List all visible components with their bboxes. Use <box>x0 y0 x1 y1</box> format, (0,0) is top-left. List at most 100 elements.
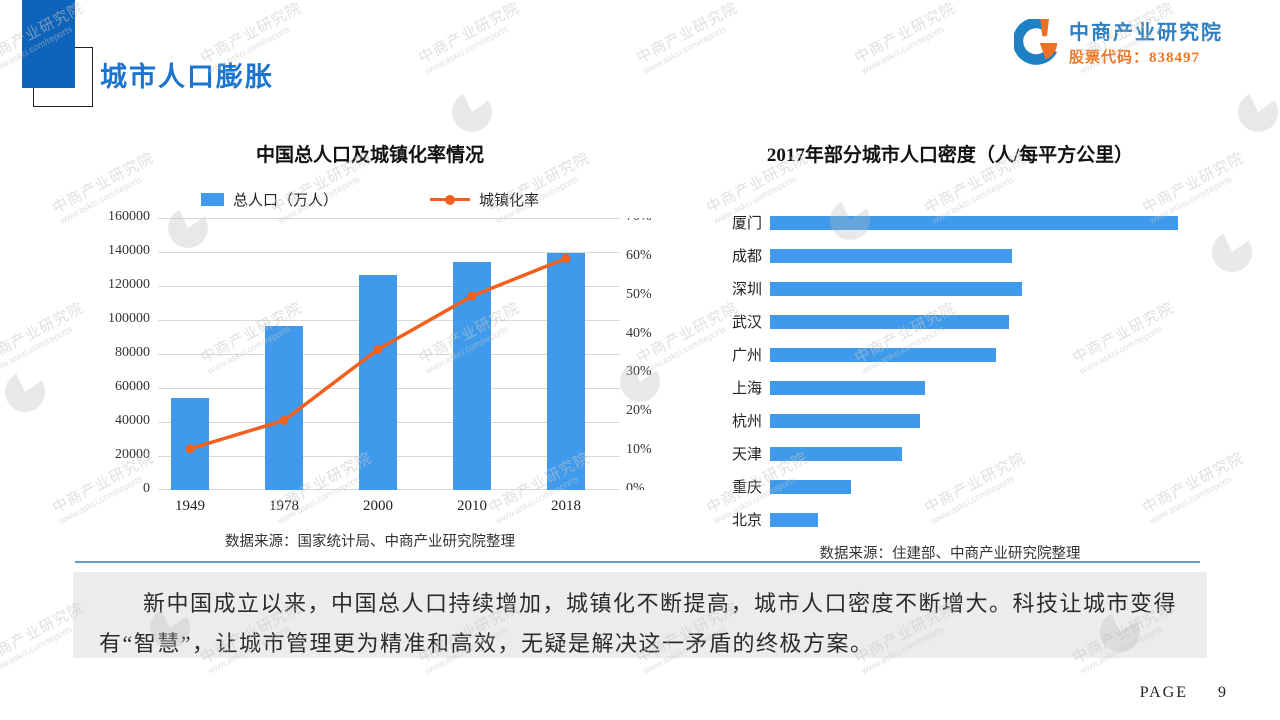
line-point <box>185 444 195 454</box>
x-axis-label: 2010 <box>457 498 487 514</box>
combo-plot: 1949 1978 2000 2010 2018 <box>158 218 620 514</box>
density-city-label: 上海 <box>731 381 762 397</box>
combo-chart-title: 中国总人口及城镇化率情况 <box>255 145 484 166</box>
x-axis-label: 1949 <box>175 498 205 514</box>
density-bar-track <box>770 347 1200 362</box>
left-axis-tick: 80000 <box>115 345 150 360</box>
density-bar-track <box>770 314 1200 329</box>
density-row: 天津 <box>700 437 1200 470</box>
summary-note: 新中国成立以来，中国总人口持续增加，城镇化不断提高，城市人口密度不断增大。科技让… <box>73 572 1207 658</box>
left-axis-tick: 40000 <box>115 413 150 428</box>
logo-pie-icon <box>1014 18 1058 65</box>
density-bar <box>770 446 902 461</box>
combo-plot-area: 0 20000 40000 60000 80000 100000 120000 140000 1… <box>70 209 653 514</box>
density-bar <box>770 413 920 428</box>
density-bar <box>770 347 996 362</box>
watermark-pie-icon <box>1238 92 1278 132</box>
density-bar-track <box>770 413 1200 428</box>
watermark-text: 中商产业研究院 www.askci.com/reports <box>416 0 527 76</box>
density-chart-title: 2017年部分城市人口密度（人/每平方公里） <box>766 145 1134 166</box>
line-point <box>279 415 289 425</box>
density-bar-track <box>770 512 1200 527</box>
density-city-label: 成都 <box>731 249 762 265</box>
left-axis-labels: 0 20000 40000 60000 80000 100000 120000 140000 1… <box>70 209 158 496</box>
watermark-pie-icon <box>452 92 492 132</box>
right-axis-tick: 10% <box>626 442 652 458</box>
logo-stock-code: 股票代码：838497 <box>1069 50 1201 66</box>
combo-source: 数据来源：国家统计局、中商产业研究院整理 <box>225 534 515 550</box>
density-bar-track <box>770 215 1200 230</box>
legend-label-urbanization: 城镇化率 <box>479 193 540 209</box>
density-row: 厦门 <box>700 206 1200 239</box>
page-title: 城市人口膨胀 <box>100 62 274 92</box>
density-row: 上海 <box>700 371 1200 404</box>
gridline <box>158 218 620 219</box>
population-bar <box>265 326 303 490</box>
watermark-line1: 中商产业研究院 <box>852 0 959 67</box>
population-bar <box>359 275 397 490</box>
bar-swatch-icon <box>200 193 224 206</box>
density-row: 北京 <box>700 503 1200 536</box>
watermark-text: 中商产业研究院 www.askci.com/reports <box>634 0 745 76</box>
gridline <box>158 252 620 253</box>
left-axis-tick: 160000 <box>108 209 150 224</box>
density-bar <box>770 512 818 527</box>
right-axis-tick: 50% <box>626 286 652 302</box>
watermark-line2: www.askci.com/reports <box>641 23 728 76</box>
density-bar <box>770 479 851 494</box>
left-axis-tick: 100000 <box>108 311 150 326</box>
x-axis-label: 1978 <box>269 498 299 514</box>
density-city-label: 北京 <box>731 513 762 529</box>
divider-line <box>75 561 1200 563</box>
density-source: 数据来源：住建部、中商产业研究院整理 <box>819 546 1081 562</box>
density-bar <box>770 314 1009 329</box>
page-label: PAGE <box>1139 684 1188 701</box>
density-row: 武汉 <box>700 305 1200 338</box>
combo-legend: 总人口（万人） 城镇化率 <box>70 189 670 210</box>
density-bar-track <box>770 281 1200 296</box>
density-bar-track <box>770 248 1200 263</box>
density-bar-track <box>770 446 1200 461</box>
density-city-label: 杭州 <box>731 414 762 430</box>
watermark-pie-icon <box>5 372 45 412</box>
legend-item-population: 总人口（万人） <box>200 189 338 210</box>
density-city-label: 深圳 <box>731 282 762 298</box>
watermark-line1: 中商产业研究院 <box>416 0 523 67</box>
density-bar-track <box>770 479 1200 494</box>
density-city-label: 重庆 <box>731 480 762 496</box>
watermark-text: 中商产业研究院 www.askci.com/reports <box>852 0 963 76</box>
density-rows: 厦门成都深圳武汉广州上海杭州天津重庆北京 <box>700 206 1200 536</box>
watermark-line2: www.askci.com/reports <box>859 23 946 76</box>
density-city-label: 广州 <box>731 348 762 364</box>
right-axis-tick: 70% <box>626 218 652 225</box>
right-axis-tick: 0% <box>626 481 645 490</box>
density-row: 广州 <box>700 338 1200 371</box>
right-axis-labels: 0% 10% 20% 30% 40% 50% 60% 70% <box>626 218 653 490</box>
logo: 中商产业研究院 股票代码：838497 <box>1014 16 1223 67</box>
density-row: 杭州 <box>700 404 1200 437</box>
right-axis-tick: 30% <box>626 364 652 380</box>
density-row: 深圳 <box>700 272 1200 305</box>
density-bar-track <box>770 380 1200 395</box>
density-city-label: 武汉 <box>731 315 762 331</box>
right-axis-tick: 40% <box>626 325 652 341</box>
density-bar <box>770 248 1012 263</box>
logo-text-block: 中商产业研究院 股票代码：838497 <box>1069 16 1223 67</box>
density-bar <box>770 380 925 395</box>
left-axis-tick: 60000 <box>115 379 150 394</box>
logo-company-name: 中商产业研究院 <box>1069 22 1223 44</box>
right-axis-tick: 20% <box>626 403 652 419</box>
right-axis-tick: 60% <box>626 247 652 263</box>
watermark-pie-icon <box>1212 232 1252 272</box>
page-number: 9 <box>1218 684 1228 701</box>
population-urbanization-chart: 中国总人口及城镇化率情况 总人口（万人） 城镇化率 0 20000 40000 600… <box>70 140 670 570</box>
city-density-chart: 2017年部分城市人口密度（人/每平方公里） 厦门成都深圳武汉广州上海杭州天津重… <box>700 140 1200 570</box>
summary-text: 新中国成立以来，中国总人口持续增加，城镇化不断提高，城市人口密度不断增大。科技让… <box>99 591 1178 656</box>
watermark-line2: www.askci.com/reports <box>423 23 510 76</box>
left-axis-tick: 20000 <box>115 447 150 462</box>
population-bar <box>547 253 585 490</box>
density-bar <box>770 215 1178 230</box>
left-axis-tick: 0 <box>143 481 150 496</box>
left-axis-tick: 120000 <box>108 277 150 292</box>
